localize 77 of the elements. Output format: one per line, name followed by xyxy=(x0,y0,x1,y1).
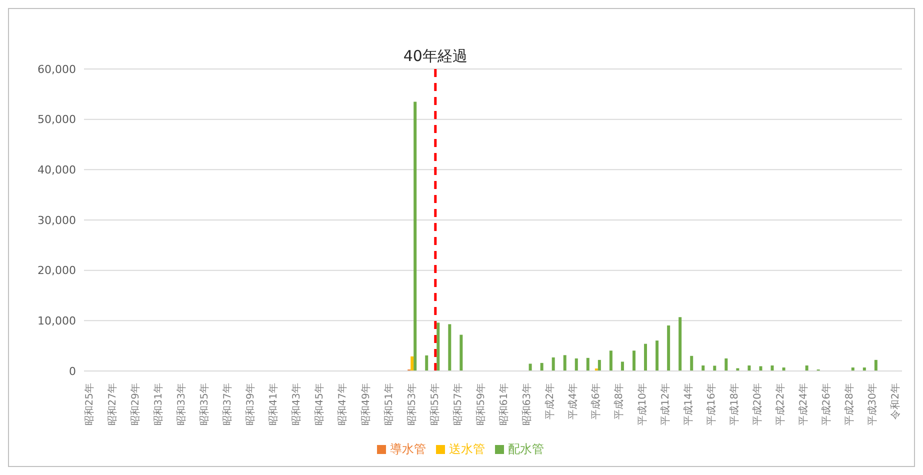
x-tick-label: 昭和27年 xyxy=(106,383,118,426)
legend-label: 送水管 xyxy=(449,442,485,456)
x-tick-label: 平成12年 xyxy=(659,383,672,426)
bar xyxy=(448,324,452,371)
x-tick-label: 平成22年 xyxy=(774,383,787,426)
bar xyxy=(410,356,414,371)
x-tick-label: 昭和25年 xyxy=(83,383,96,426)
x-tick-label: 昭和43年 xyxy=(290,383,303,426)
x-tick-label: 平成28年 xyxy=(844,383,856,426)
ref-line-label: 40年経過 xyxy=(403,47,468,65)
x-tick-label: 昭和39年 xyxy=(244,383,257,426)
bar xyxy=(713,366,716,371)
x-tick-label: 昭和53年 xyxy=(406,383,418,426)
bar xyxy=(598,360,601,371)
x-tick-label: 昭和57年 xyxy=(452,383,464,426)
bar xyxy=(460,334,463,371)
bar xyxy=(436,322,440,371)
legend-label: 配水管 xyxy=(508,442,544,456)
x-tick-label: 平成10年 xyxy=(636,383,648,426)
bar xyxy=(759,366,762,371)
x-tick-label: 平成8年 xyxy=(613,383,626,420)
y-tick-label: 60,000 xyxy=(38,62,76,76)
bar xyxy=(609,350,612,371)
bar xyxy=(667,325,670,371)
bar xyxy=(702,365,705,371)
x-tick-label: 昭和51年 xyxy=(382,383,395,426)
x-tick-label: 平成14年 xyxy=(682,383,694,426)
x-tick-label: 昭和31年 xyxy=(152,383,164,426)
x-tick-label: 平成26年 xyxy=(820,383,833,426)
x-tick-label: 昭和37年 xyxy=(222,383,234,426)
bar xyxy=(736,368,740,371)
x-tick-label: 平成4年 xyxy=(567,383,580,420)
bar xyxy=(770,365,774,371)
bar xyxy=(540,362,544,371)
y-tick-label: 50,000 xyxy=(38,113,76,126)
bar xyxy=(874,360,878,371)
bar xyxy=(805,365,808,371)
y-tick-label: 30,000 xyxy=(38,214,76,227)
bar xyxy=(528,364,532,371)
x-tick-label: 昭和29年 xyxy=(129,383,142,426)
x-tick-label: 昭和55年 xyxy=(428,383,441,426)
bar xyxy=(620,362,624,371)
x-tick-label: 昭和61年 xyxy=(498,383,510,426)
bar xyxy=(563,355,566,371)
x-tick-label: 昭和59年 xyxy=(474,383,487,426)
x-tick-label: 昭和45年 xyxy=(314,383,326,426)
bar xyxy=(644,344,648,371)
x-tick-label: 平成18年 xyxy=(728,383,740,426)
x-tick-label: 平成2年 xyxy=(544,383,556,420)
x-tick-label: 平成30年 xyxy=(866,383,879,426)
bar xyxy=(690,356,694,371)
x-tick-label: 平成6年 xyxy=(590,383,602,420)
bar xyxy=(748,365,751,371)
x-tick-label: 昭和41年 xyxy=(268,383,280,426)
y-tick-label: 10,000 xyxy=(38,314,76,328)
x-tick-label: 平成20年 xyxy=(751,383,764,426)
legend-label: 導水管 xyxy=(390,442,426,456)
x-tick-label: 昭和49年 xyxy=(360,383,372,426)
bar xyxy=(425,355,428,371)
bar xyxy=(632,350,636,371)
x-tick-label: 昭和35年 xyxy=(198,383,210,426)
bar xyxy=(574,358,578,371)
bar xyxy=(656,340,659,371)
bar xyxy=(678,317,682,371)
x-tick-label: 令和2年 xyxy=(890,383,902,420)
y-tick-label: 20,000 xyxy=(38,264,76,278)
x-tick-label: 昭和63年 xyxy=(521,383,534,426)
bar xyxy=(586,358,590,371)
x-tick-label: 平成24年 xyxy=(798,383,810,426)
x-tick-label: 昭和47年 xyxy=(336,383,349,426)
y-tick-label: 0 xyxy=(69,364,76,378)
x-tick-label: 平成16年 xyxy=(705,383,718,426)
bar xyxy=(414,102,417,371)
x-tick-label: 昭和33年 xyxy=(175,383,188,426)
bar xyxy=(724,358,728,371)
y-tick-label: 40,000 xyxy=(38,164,76,177)
bar xyxy=(552,357,555,371)
